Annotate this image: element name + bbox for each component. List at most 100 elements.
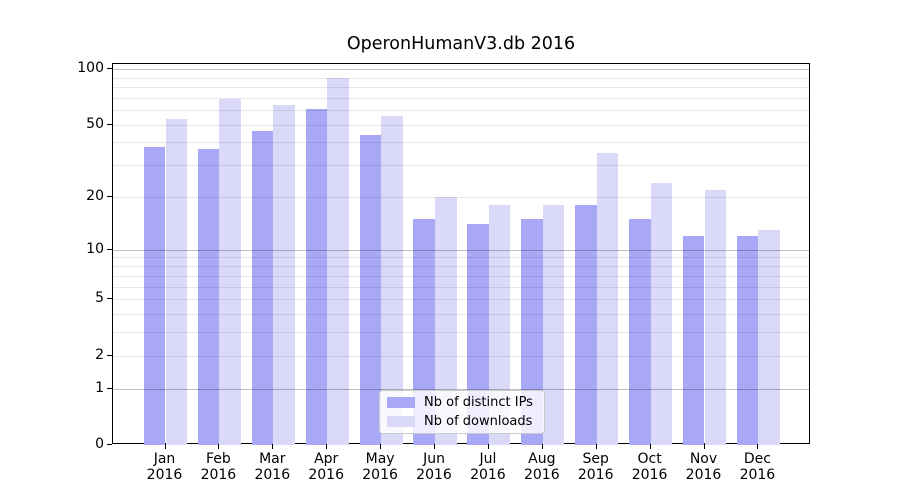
y-tick-mark: [107, 123, 112, 125]
gridline: [113, 197, 809, 198]
x-tick-mark: [164, 444, 166, 449]
legend-label-downloads: Nb of downloads: [424, 413, 533, 429]
y-tick-mark: [107, 196, 112, 197]
x-tick-mark: [595, 444, 597, 449]
y-tick-label: 5: [95, 290, 104, 306]
gridline: [113, 124, 809, 126]
bar-distinct-ips: [197, 148, 220, 445]
gridline: [113, 266, 809, 267]
x-tick-mark: [703, 444, 705, 449]
bar-distinct-ips: [682, 236, 705, 445]
gridline: [113, 299, 809, 300]
gridlines-layer: [113, 64, 809, 443]
bar-downloads: [650, 182, 673, 445]
legend-row-ips: Nb of distinct IPs: [387, 396, 544, 409]
bar-downloads: [273, 104, 295, 445]
y-tick-mark: [107, 387, 112, 389]
y-tick-label: 1: [95, 379, 104, 396]
y-tick-mark: [107, 354, 112, 356]
gridline: [113, 142, 809, 144]
legend-row-downloads: Nb of downloads: [387, 415, 544, 428]
x-tick-label-year: 2016: [577, 466, 614, 483]
x-tick-label: Dec 2016: [722, 451, 792, 483]
x-tick-mark: [272, 444, 274, 449]
legend-swatch-ips-icon: [387, 397, 415, 409]
bar-distinct-ips: [359, 134, 382, 445]
legend-label-ips: Nb of distinct IPs: [424, 395, 533, 411]
y-tick-mark: [107, 68, 112, 69]
gridline: [113, 77, 809, 79]
gridline: [113, 332, 809, 334]
x-tick-mark: [218, 444, 220, 449]
x-tick-label-year: 2016: [523, 466, 560, 483]
gridline: [113, 286, 809, 288]
bar-distinct-ips: [413, 219, 435, 445]
bar-downloads: [758, 230, 780, 445]
x-tick-label: May 2016: [345, 451, 415, 483]
x-tick-label-year: 2016: [146, 466, 183, 483]
x-tick-label: Oct 2016: [615, 451, 685, 483]
bar-downloads: [488, 205, 511, 445]
gridline: [113, 87, 809, 88]
bar-downloads: [381, 115, 403, 445]
gridline: [113, 165, 809, 167]
x-tick-mark: [434, 444, 435, 449]
bar-distinct-ips: [575, 205, 597, 445]
x-tick-label-year: 2016: [308, 466, 344, 483]
gridline: [113, 110, 809, 112]
y-tick-mark: [107, 248, 112, 250]
gridline: [113, 313, 809, 315]
bar-distinct-ips: [467, 224, 489, 445]
gridline: [113, 257, 809, 259]
x-tick-mark: [487, 444, 489, 449]
x-tick-mark: [326, 444, 328, 449]
legend-swatch-downloads-icon: [387, 415, 415, 427]
gridline: [113, 249, 809, 251]
x-tick-label-year: 2016: [470, 466, 506, 483]
gridline: [113, 275, 809, 277]
x-tick-label-year: 2016: [631, 466, 668, 483]
gridline: [113, 69, 809, 70]
x-tick-label-year: 2016: [254, 466, 291, 483]
legend: Nb of distinct IPs Nb of downloads: [379, 390, 545, 434]
plot-area: [112, 63, 810, 445]
x-tick-mark: [757, 444, 759, 449]
bar-downloads: [165, 118, 188, 445]
y-tick-label: 50: [86, 115, 104, 132]
x-tick-label-year: 2016: [739, 466, 776, 483]
y-tick-label: 20: [86, 188, 104, 204]
bar-downloads: [435, 197, 457, 445]
bar-downloads: [327, 78, 349, 445]
bar-downloads: [704, 189, 727, 445]
bar-distinct-ips: [143, 146, 166, 445]
x-tick-label: Jun 2016: [399, 451, 469, 483]
bar-downloads: [219, 98, 241, 445]
bar-distinct-ips: [305, 108, 328, 445]
x-tick-label-year: 2016: [685, 466, 722, 483]
x-tick-label: Aug 2016: [507, 451, 577, 483]
y-tick-mark: [107, 298, 112, 299]
bar-distinct-ips: [629, 219, 651, 445]
x-tick-label: Jul 2016: [453, 451, 523, 483]
chart-title: OperonHumanV3.db 2016: [346, 34, 576, 54]
y-tick-label: 2: [95, 346, 104, 363]
x-tick-label: Feb 2016: [183, 451, 253, 483]
bar-distinct-ips: [521, 219, 543, 445]
y-tick-mark: [107, 444, 112, 445]
y-tick-label: 0: [95, 436, 104, 452]
x-tick-label-year: 2016: [200, 466, 237, 483]
bar-downloads: [596, 153, 619, 445]
x-tick-label-year: 2016: [416, 466, 452, 483]
gridline: [113, 97, 809, 99]
bar-downloads: [542, 205, 565, 445]
bar-distinct-ips: [736, 236, 759, 445]
bars-layer: [113, 64, 809, 445]
x-tick-label: Mar 2016: [237, 451, 307, 483]
x-tick-label: Apr 2016: [291, 451, 361, 483]
gridline: [113, 388, 809, 390]
gridline: [113, 355, 809, 357]
x-tick-label: Sep 2016: [561, 451, 631, 483]
x-tick-label: Nov 2016: [669, 451, 739, 483]
y-tick-label: 100: [77, 60, 104, 76]
